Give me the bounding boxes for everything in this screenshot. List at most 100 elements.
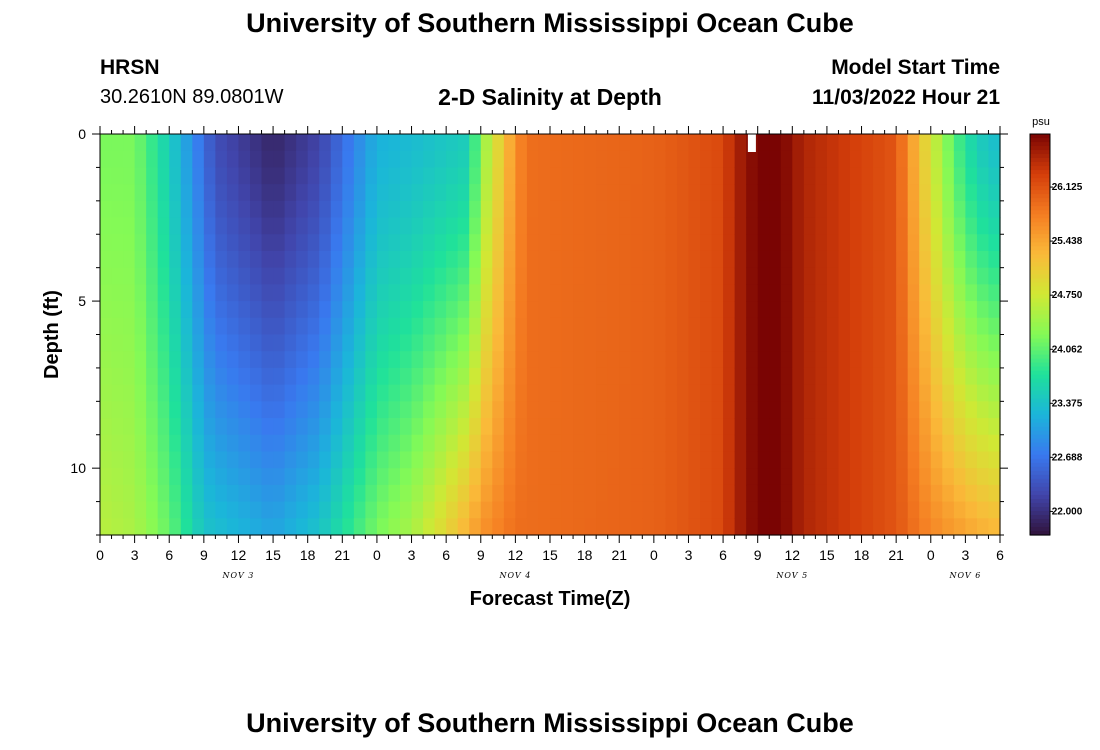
heatmap-cell [400, 434, 413, 453]
heatmap-cell [873, 234, 886, 252]
heatmap-cell [884, 434, 897, 453]
heatmap-cell [676, 518, 690, 536]
heatmap-cell [550, 468, 563, 486]
heatmap-cell [215, 367, 228, 386]
heatmap-cell [884, 250, 897, 269]
heatmap-cell [769, 250, 782, 269]
heatmap-cell [792, 451, 805, 469]
heatmap-cell [169, 234, 182, 252]
heatmap-cell [780, 217, 793, 235]
heatmap-cell [746, 418, 759, 436]
heatmap-cell [769, 217, 782, 235]
heatmap-cell [261, 434, 274, 453]
heatmap-cell [907, 501, 920, 519]
heatmap-cell [953, 518, 966, 536]
heatmap-cell [930, 267, 943, 285]
heatmap-cell [953, 200, 966, 219]
heatmap-cell [457, 484, 470, 503]
colorbar-swatch [1030, 318, 1050, 324]
heatmap-cell [573, 284, 586, 302]
colorbar-swatch [1030, 238, 1050, 243]
heatmap-cell [619, 317, 632, 336]
heatmap-cell [619, 200, 632, 219]
heatmap-cell [861, 518, 874, 536]
heatmap-cell [723, 234, 736, 252]
heatmap-cell [700, 200, 713, 219]
heatmap-cell [584, 434, 597, 453]
heatmap-cell [896, 334, 909, 352]
heatmap-cell [884, 267, 897, 285]
heatmap-cell [769, 167, 782, 185]
heatmap-cell [469, 334, 482, 352]
heatmap-cell [953, 250, 966, 269]
heatmap-cell [503, 234, 516, 252]
heatmap-cell [550, 317, 563, 336]
heatmap-cell [169, 334, 182, 352]
heatmap-cell [919, 217, 932, 235]
heatmap-cell [861, 351, 874, 369]
heatmap-cell [192, 484, 205, 503]
heatmap-cell [838, 217, 851, 235]
heatmap-cell [273, 367, 286, 386]
heatmap-cell [688, 167, 701, 185]
heatmap-cell [596, 451, 609, 469]
heatmap-cell [180, 284, 193, 302]
heatmap-cell [723, 200, 736, 219]
heatmap-cell [919, 384, 932, 402]
heatmap-cell [480, 384, 493, 402]
heatmap-cell [596, 401, 609, 419]
date-label: NOV 6 [948, 571, 981, 580]
heatmap-cell [192, 418, 205, 436]
heatmap-cell [665, 501, 678, 519]
heatmap-cell [526, 317, 540, 336]
heatmap-cell [723, 518, 736, 536]
heatmap-cell [757, 518, 770, 536]
colorbar-swatch [1030, 138, 1050, 143]
heatmap-cell [261, 451, 274, 469]
heatmap-cell [838, 167, 851, 185]
heatmap-cell [723, 484, 736, 503]
heatmap-cell [284, 134, 297, 152]
heatmap-cell [515, 518, 528, 536]
heatmap-cell [307, 468, 320, 486]
heatmap-cell [376, 284, 390, 302]
heatmap-cell [134, 301, 147, 319]
heatmap-cell [376, 468, 390, 486]
heatmap-cell [630, 134, 643, 152]
heatmap-cell [815, 234, 828, 252]
colorbar-swatch [1030, 286, 1050, 291]
heatmap-cell [353, 451, 366, 469]
heatmap-cell [134, 518, 147, 536]
heatmap-cell [134, 468, 147, 486]
heatmap-cell [273, 284, 286, 302]
x-tick-label: 12 [785, 547, 801, 563]
y-tick-label: 10 [70, 460, 86, 476]
heatmap-cell [480, 451, 493, 469]
heatmap-cell [596, 267, 609, 285]
heatmap-cell [146, 301, 159, 319]
heatmap-cell [792, 434, 805, 453]
heatmap-cell [676, 384, 690, 402]
heatmap-cell [469, 284, 482, 302]
heatmap-cell [100, 167, 113, 185]
heatmap-cell [411, 518, 424, 536]
heatmap-cell [976, 150, 990, 169]
heatmap-cell [100, 434, 113, 453]
heatmap-cell [711, 518, 724, 536]
heatmap-cell [319, 401, 332, 419]
heatmap-cell [688, 234, 701, 252]
colorbar-swatch [1030, 514, 1050, 520]
colorbar-swatch [1030, 294, 1050, 300]
heatmap-cell [942, 200, 955, 219]
heatmap-cell [365, 234, 378, 252]
heatmap-cell [550, 501, 563, 519]
colorbar-swatch [1030, 458, 1050, 464]
heatmap-cell [792, 217, 805, 235]
heatmap-cell [157, 484, 170, 503]
heatmap-cell [492, 468, 505, 486]
heatmap-cell [792, 367, 805, 386]
heatmap-cell [388, 401, 401, 419]
heatmap-cell [273, 167, 286, 185]
heatmap-cell [376, 384, 390, 402]
heatmap-cell [469, 351, 482, 369]
